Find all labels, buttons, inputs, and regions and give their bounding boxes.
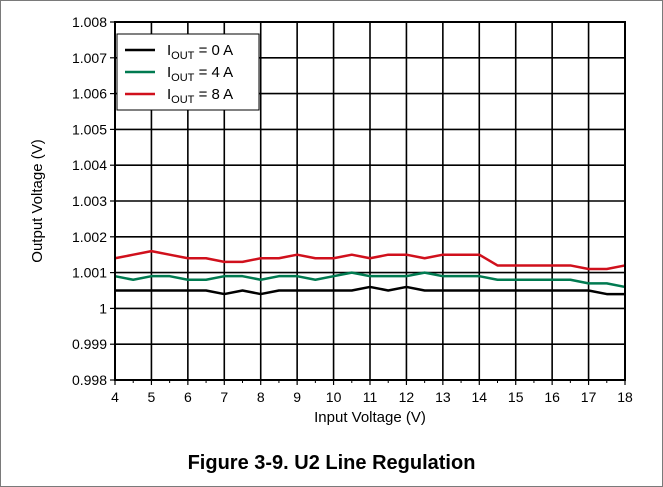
y-tick-label: 0.999 [72,336,107,352]
series-line-2 [114,249,626,271]
x-tick-label: 6 [184,389,192,405]
y-tick-label: 1.002 [72,229,107,245]
y-tick-label: 1 [99,300,107,316]
x-tick-label: 7 [220,389,228,405]
y-axis-label: Output Voltage (V) [29,139,46,262]
y-tick-labels: 0.998 0.999 1 1.001 1.002 1.003 1.004 1.005 1.00… [72,14,107,388]
x-tick-label: 17 [581,389,597,405]
legend-label-0: IOUT = 0 A [167,42,233,62]
y-tick-label: 1.004 [72,157,107,173]
y-tick-label: 1.001 [72,265,107,281]
y-tick-label: 1.007 [72,50,107,66]
x-tick-label: 8 [257,389,265,405]
y-tick-label: 1.003 [72,193,107,209]
series-lines [114,249,626,296]
tick-marks [110,21,626,385]
x-tick-label: 4 [111,389,119,405]
x-tick-label: 15 [508,389,524,405]
x-tick-label: 13 [435,389,451,405]
line-chart: 4 5 6 7 8 9 10 11 12 13 14 15 16 17 18 0.998 0.999 1 1.00… [29,14,633,426]
x-tick-label: 10 [326,389,342,405]
figure-caption: Figure 3-9. U2 Line Regulation [187,452,476,474]
x-tick-label: 9 [293,389,301,405]
x-tick-label: 16 [544,389,560,405]
y-tick-label: 1.005 [72,121,107,137]
series-line-1 [114,271,626,289]
x-tick-labels: 4 5 6 7 8 9 10 11 12 13 14 15 16 17 18 [111,389,633,405]
legend-label-1: IOUT = 4 A [167,64,233,84]
x-tick-label: 5 [148,389,156,405]
x-axis-label: Input Voltage (V) [314,409,426,426]
y-tick-label: 1.006 [72,86,107,102]
legend-label-2: IOUT = 8 A [167,86,233,106]
y-tick-label: 1.008 [72,14,107,30]
x-tick-label: 12 [399,389,415,405]
x-tick-label: 18 [617,389,633,405]
series-line-0 [115,285,625,296]
y-tick-label: 0.998 [72,372,107,388]
x-tick-label: 14 [471,389,487,405]
x-tick-label: 11 [363,389,378,405]
